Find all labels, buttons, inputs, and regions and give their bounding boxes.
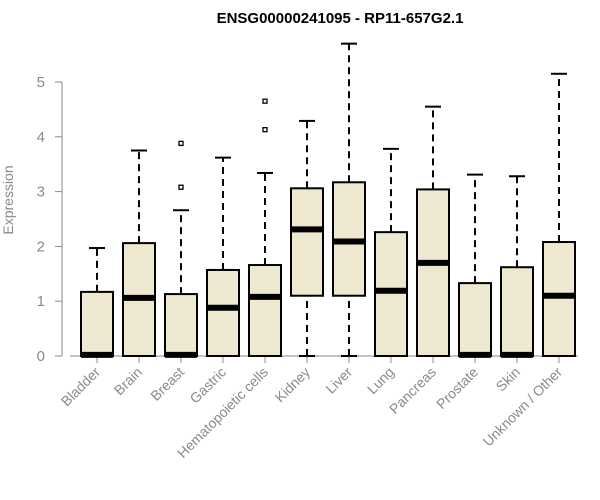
box-skin	[500, 175, 534, 358]
x-tick-label-liver: Liver	[322, 364, 355, 397]
x-tick-label-pancreas: Pancreas	[386, 364, 439, 417]
outlier-point-1	[262, 127, 268, 133]
box-pancreas	[416, 105, 450, 357]
box-breast	[164, 140, 198, 358]
box-body	[206, 268, 240, 357]
box-kidney	[290, 119, 324, 357]
x-tick-label-prostate: Prostate	[433, 364, 481, 412]
box-body	[374, 231, 408, 357]
box-body	[164, 293, 198, 357]
box-body	[500, 266, 534, 357]
y-tick-label-1: 1	[37, 293, 45, 310]
x-tick-label-breast: Breast	[147, 364, 187, 404]
x-tick-label-lung: Lung	[364, 364, 397, 397]
box-body	[248, 264, 282, 358]
y-tick-label-3: 3	[37, 184, 45, 201]
outlier-point-2	[262, 98, 268, 104]
y-tick-label-4: 4	[37, 129, 45, 146]
x-tick-label-bladder: Bladder	[58, 364, 104, 410]
y-tick-label-5: 5	[37, 74, 45, 91]
boxes-group	[80, 42, 576, 358]
box-brain	[122, 149, 156, 357]
box-gastric	[206, 156, 240, 357]
box-unknown-other	[542, 72, 576, 358]
y-axis-label: Expression	[0, 165, 16, 234]
box-body	[542, 241, 576, 358]
box-body	[458, 282, 492, 357]
y-axis: 0 1 2 3 4 5	[37, 74, 63, 365]
x-tick-label-unknown-other: Unknown / Other	[480, 364, 566, 450]
box-prostate	[458, 173, 492, 358]
x-tick-label-kidney: Kidney	[272, 364, 314, 406]
outlier-point-1	[178, 184, 184, 190]
box-body	[416, 188, 450, 357]
box-lung	[374, 147, 408, 357]
x-tick-label-skin: Skin	[493, 364, 524, 395]
x-tick-label-brain: Brain	[111, 364, 145, 398]
box-hematopoietic-cells	[248, 98, 282, 358]
box-body	[80, 290, 114, 357]
chart-title: ENSG00000241095 - RP11-657G2.1	[217, 10, 464, 27]
box-bladder	[80, 247, 114, 358]
outlier-point-2	[178, 140, 184, 147]
box-body	[290, 187, 324, 297]
y-tick-label-0: 0	[37, 348, 45, 365]
y-tick-label-2: 2	[37, 238, 45, 255]
box-liver	[332, 42, 366, 357]
